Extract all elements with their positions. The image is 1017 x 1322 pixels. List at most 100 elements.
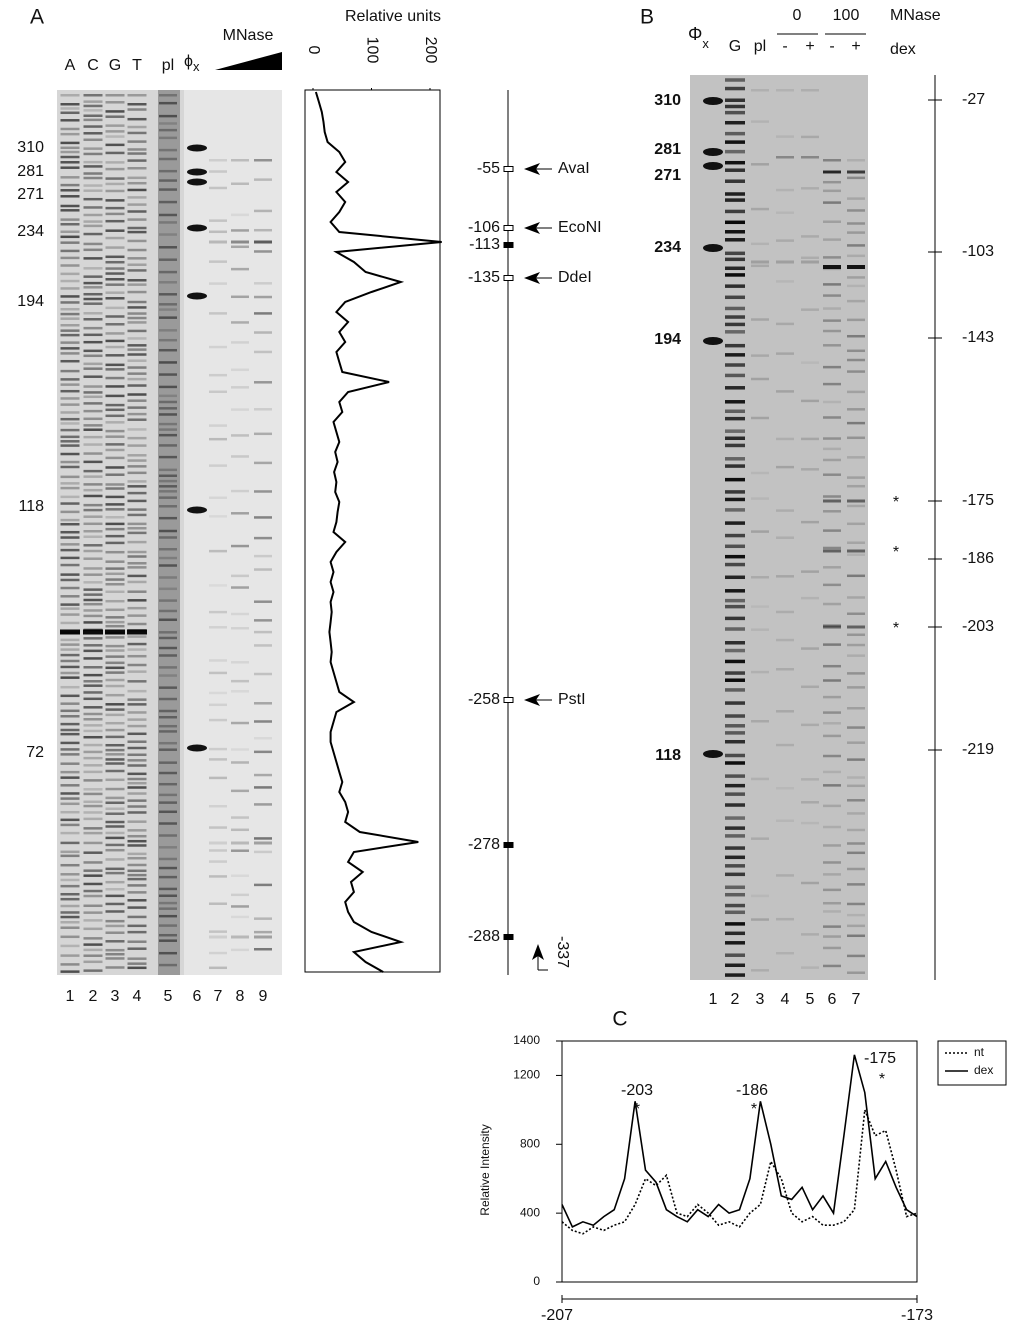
gel-band: [127, 555, 147, 558]
gel-band: [60, 802, 80, 806]
gel-band: [823, 400, 841, 404]
gel-band: [127, 117, 147, 121]
gel-band: [231, 574, 249, 578]
gel-band: [127, 196, 147, 199]
lane-number: 5: [806, 991, 815, 1008]
marker-band: [703, 148, 723, 156]
gel-band: [823, 804, 841, 808]
gel-band: [823, 935, 841, 938]
gel-band: [127, 257, 147, 260]
gel-band: [725, 562, 745, 567]
gel-band: [159, 373, 177, 376]
gel-band: [751, 377, 769, 381]
gel-band: [60, 378, 80, 381]
annotation: -186: [736, 1082, 768, 1099]
gel-band: [83, 460, 103, 464]
gel-band: [159, 741, 177, 745]
marker-label: 118: [655, 747, 681, 764]
gel-band: [725, 803, 745, 807]
gel-band: [60, 770, 80, 774]
gel-band: [127, 372, 147, 375]
gel-band: [725, 179, 745, 183]
gel-band: [725, 220, 745, 225]
gel-band: [105, 199, 125, 202]
gel-band: [725, 373, 745, 378]
gel-band: [60, 970, 80, 973]
gel-band: [725, 110, 745, 115]
gel-band: [751, 89, 769, 92]
gel-band: [159, 474, 177, 478]
gel-band: [83, 424, 103, 427]
gel-band: [725, 864, 745, 868]
gel-band: [60, 417, 80, 421]
gel-band: [254, 619, 272, 622]
gel-band: [60, 428, 80, 432]
gel-band: [231, 182, 249, 186]
marker-label: 234: [654, 239, 681, 256]
gel-band: [60, 347, 80, 350]
gel-band: [725, 872, 745, 877]
gel-band: [725, 973, 745, 977]
legend-label: dex: [974, 1063, 993, 1077]
gel-band: [105, 527, 125, 531]
gel-band: [105, 421, 125, 424]
gel-band: [60, 762, 80, 765]
gel-band: [127, 377, 147, 381]
gel-band: [725, 477, 745, 482]
gel-band: [725, 575, 745, 580]
gel-band: [159, 556, 177, 560]
gel-band: [127, 786, 147, 789]
map-position: -55: [477, 160, 500, 177]
gel-band: [159, 564, 177, 567]
gel-band: [60, 944, 80, 948]
gel-band: [127, 167, 147, 170]
map-position: -113: [469, 236, 500, 253]
gel-band: [231, 512, 249, 515]
gel-band: [83, 544, 103, 547]
gel-band: [127, 550, 147, 554]
gel-band: [127, 140, 147, 143]
gel-band: [83, 919, 103, 922]
restriction-site: DdeI: [558, 269, 592, 286]
gel-band: [60, 287, 80, 290]
gel-band: [159, 468, 177, 472]
gel-band: [231, 661, 249, 664]
gel-band: [159, 444, 177, 447]
gel-band: [83, 312, 103, 315]
gel-band: [725, 198, 745, 202]
gel-band: [847, 318, 865, 322]
gel-band: [159, 748, 177, 751]
lane-header: pl: [754, 38, 766, 55]
gel-band: [159, 258, 177, 261]
gel-band: [83, 375, 103, 378]
gel-band: [776, 710, 794, 713]
gel-band: [127, 348, 147, 351]
gel-band: [60, 685, 80, 689]
gel-band: [127, 131, 147, 135]
gel-band: [83, 764, 103, 767]
gel-band: [725, 589, 745, 593]
gel-band: [159, 618, 177, 622]
gel-band: [254, 209, 272, 213]
gel-band: [801, 778, 819, 781]
gel-band: [254, 178, 272, 181]
gel-band: [83, 827, 103, 830]
gel-band: [127, 384, 147, 387]
gel-band: [60, 671, 80, 675]
gel-band: [209, 170, 227, 173]
gel-band: [105, 550, 125, 554]
gel-band: [83, 817, 103, 821]
marker-label: 194: [17, 293, 44, 310]
gel-band: [159, 407, 177, 410]
gel-band: [105, 796, 125, 800]
gel-band: [105, 408, 125, 412]
gel-band: [776, 575, 794, 578]
gel-band: [83, 927, 103, 931]
gel-band: [254, 883, 272, 887]
gel-band: [127, 614, 147, 617]
gel-band: [127, 606, 147, 610]
gel-band: [105, 487, 125, 490]
gel-band: [801, 723, 819, 727]
gel-band: [60, 329, 80, 332]
gel-band: [776, 638, 794, 642]
